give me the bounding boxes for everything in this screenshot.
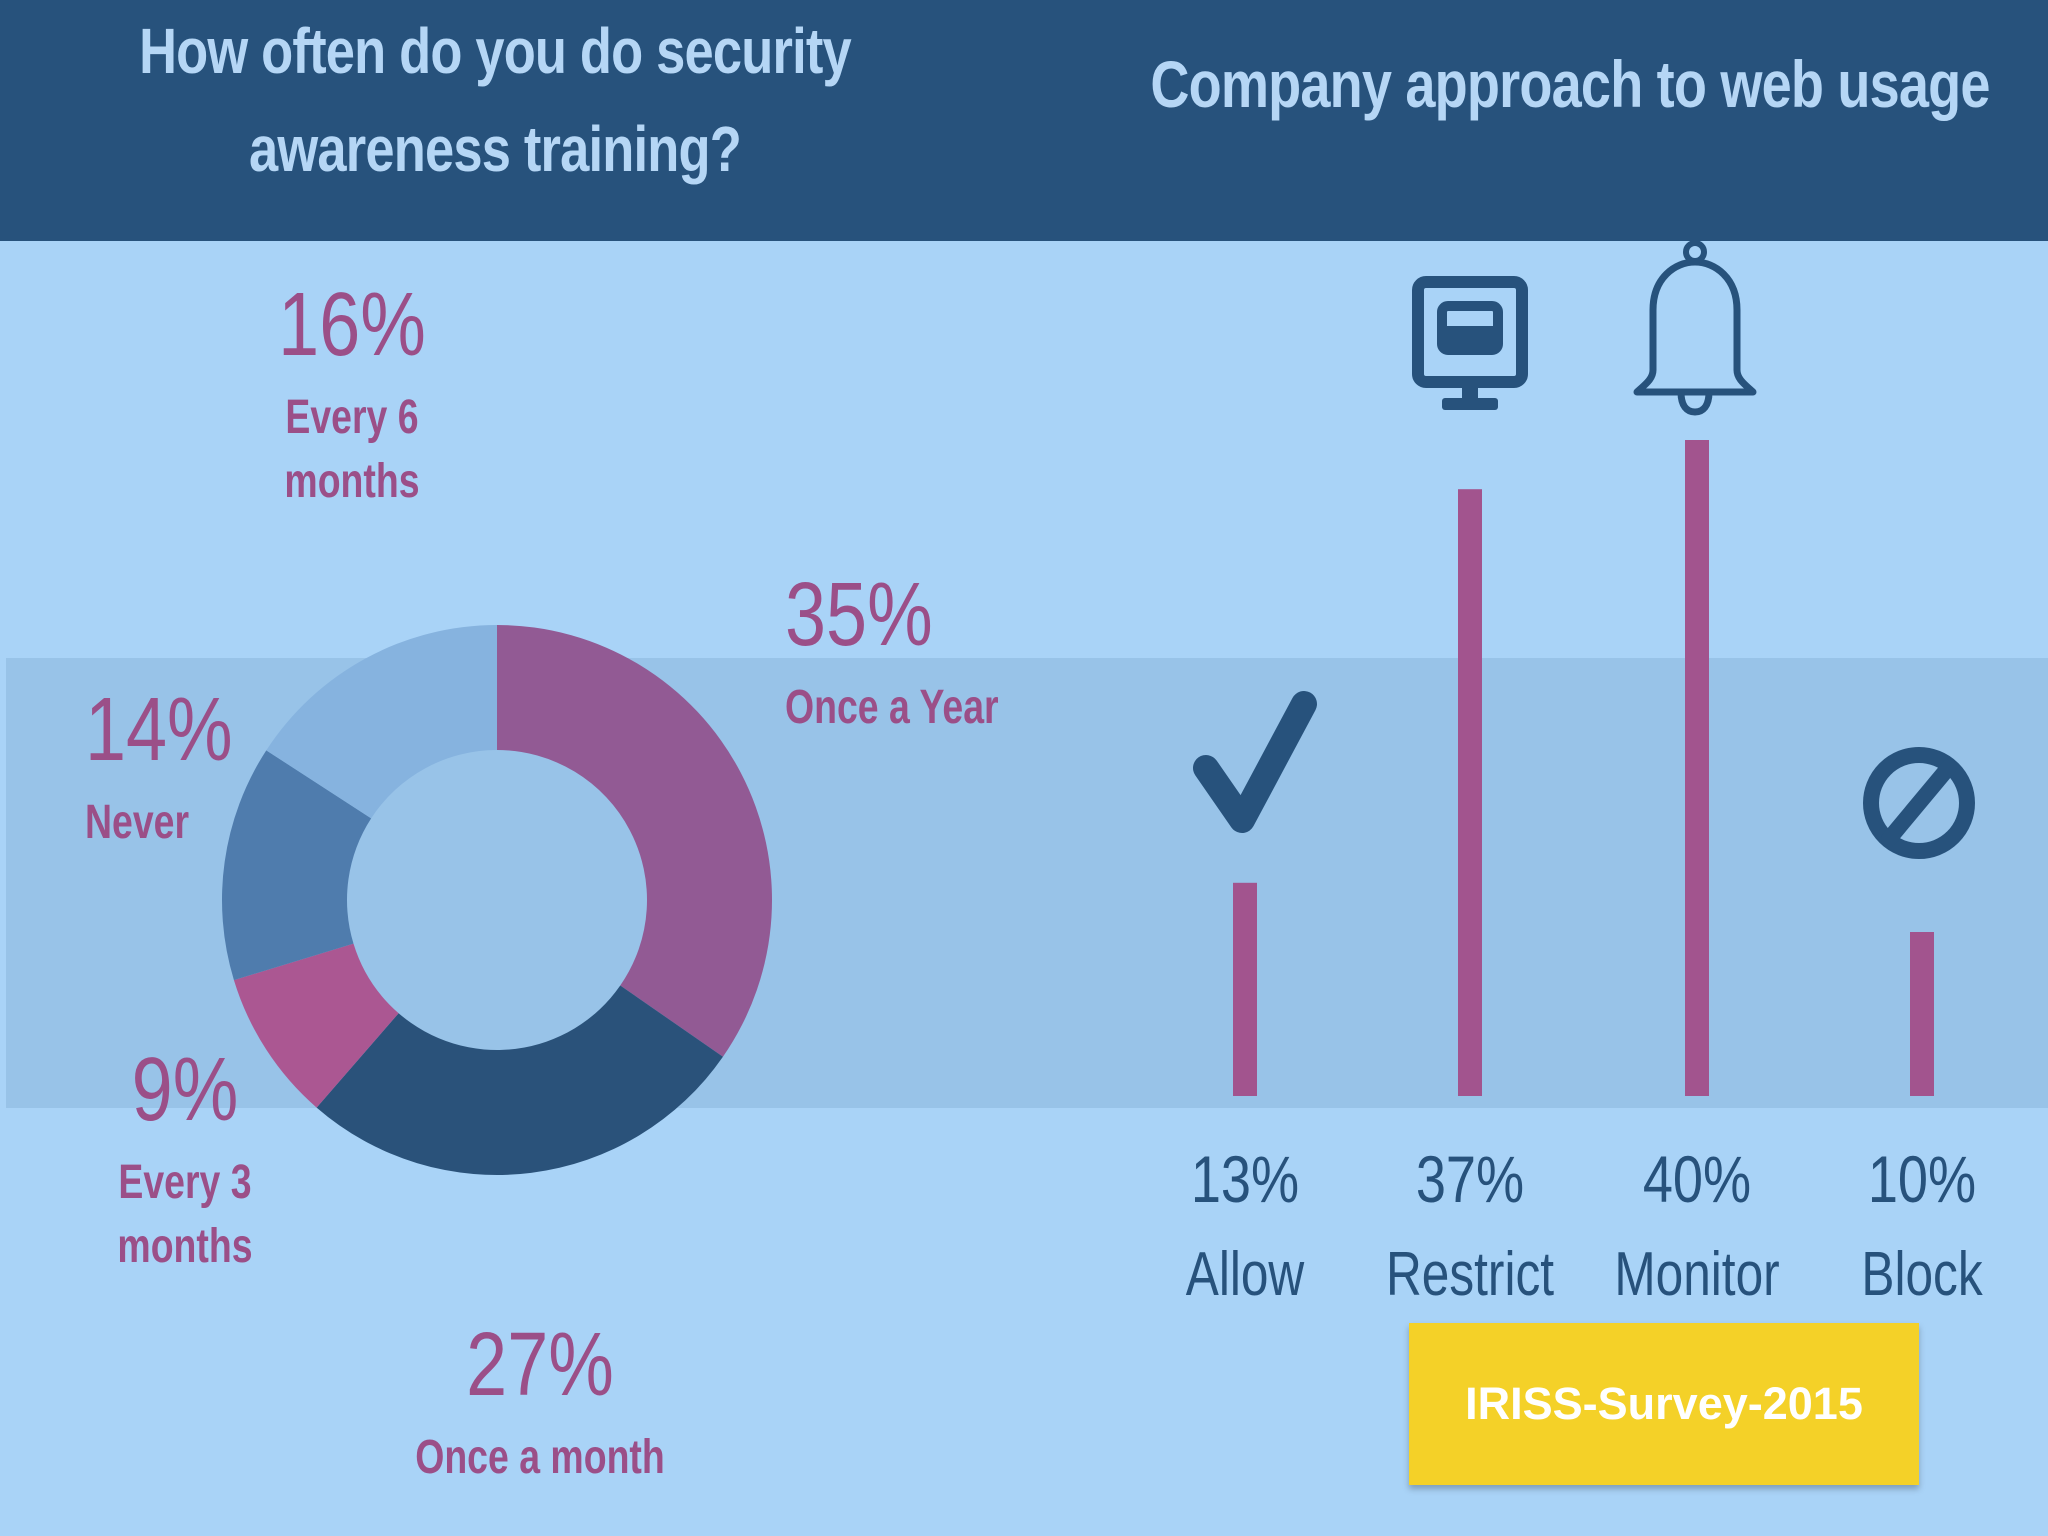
donut-category-label: Once a month: [415, 1431, 665, 1485]
bell-icon: [1633, 240, 1757, 416]
donut-category-label: months: [117, 1220, 252, 1274]
donut-category-label: Every 6: [285, 391, 418, 445]
source-label: IRISS-Survey-2015: [1465, 1378, 1863, 1429]
donut-slice-never: [221, 750, 372, 981]
bar-block: [1910, 932, 1934, 1096]
donut-percent-label: 9%: [132, 1040, 239, 1140]
bar-value-label: 13%: [1191, 1142, 1299, 1216]
donut-percent-label: 35%: [785, 565, 933, 665]
bar-value-label: 10%: [1868, 1142, 1976, 1216]
donut-percent-label: 14%: [85, 680, 233, 780]
bar-category-label: Allow: [1186, 1239, 1305, 1309]
donut-slice-every-3-months: [233, 943, 399, 1108]
source-badge: IRISS-Survey-2015: [1409, 1323, 1919, 1485]
donut-category-label: months: [284, 455, 419, 509]
bar-value-label: 40%: [1643, 1142, 1751, 1216]
bar-monitor: [1685, 440, 1709, 1096]
monitor-icon: [1412, 276, 1528, 410]
donut-percent-label: 27%: [466, 1315, 614, 1415]
donut-chart-labels: 35% Once a Year 27% Once a month 9% Every 3 mo…: [85, 275, 999, 1484]
bar-restrict: [1458, 489, 1482, 1096]
donut-slice-once-a-year: [497, 625, 772, 1057]
donut-chart: [221, 625, 772, 1175]
donut-category-label: Every 3: [118, 1156, 251, 1210]
header-band: [0, 0, 2048, 241]
bar-value-label: 37%: [1416, 1142, 1524, 1216]
donut-slice-every-6-months: [266, 625, 497, 819]
donut-slice-once-a-month: [316, 985, 723, 1175]
donut-category-label: Never: [85, 796, 189, 850]
check-icon: [1193, 691, 1317, 833]
bar-category-label: Restrict: [1386, 1239, 1554, 1309]
bar-category-label: Block: [1861, 1239, 1983, 1309]
pie-chart-title: How often do you do security awareness t…: [139, 15, 852, 185]
donut-category-label: Once a Year: [785, 681, 999, 735]
bar-allow: [1233, 882, 1257, 1096]
block-icon: [1863, 747, 1975, 859]
donut-percent-label: 16%: [278, 275, 426, 375]
bar-chart-title: Company approach to web usage: [1150, 47, 1990, 121]
bar-category-label: Monitor: [1614, 1239, 1779, 1309]
bar-chart: 13% Allow 37% Restrict 40% Monitor 10% Block: [1186, 440, 1983, 1309]
